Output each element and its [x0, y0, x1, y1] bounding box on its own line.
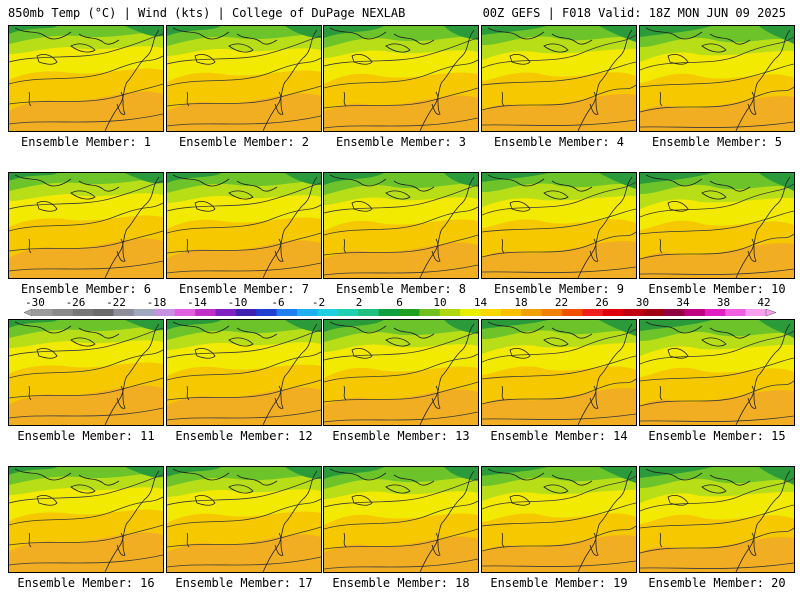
- ensemble-member-label: Ensemble Member: 13: [332, 429, 470, 443]
- colorbar-swatch: [541, 309, 563, 316]
- map-title: 850mb Temp (°C) | Wind (kts) | College o…: [8, 6, 406, 20]
- colorbar-swatch: [154, 309, 176, 316]
- ensemble-member-label: Ensemble Member: 20: [648, 576, 786, 590]
- ensemble-member-label: Ensemble Member: 12: [175, 429, 313, 443]
- colorbar-swatch: [297, 309, 318, 316]
- colorbar-swatch: [664, 309, 685, 316]
- temperature-colorbar: -30 -26 -22 -18 -14 -10 -6 -2 2 6 10 14 18 22 26 30 34 38…: [23, 296, 777, 317]
- ensemble-map-panel: [166, 25, 322, 132]
- ensemble-member-label: Ensemble Member: 17: [175, 576, 313, 590]
- colorbar-swatch: [113, 309, 135, 316]
- ensemble-map-panel: [8, 25, 164, 132]
- colorbar-swatch: [215, 309, 237, 316]
- ensemble-map-panel: [166, 466, 322, 573]
- colorbar-tick-label: -26: [66, 296, 86, 309]
- colorbar-tick-label: 26: [595, 296, 608, 309]
- ensemble-member-label: Ensemble Member: 16: [17, 576, 155, 590]
- colorbar-swatch: [337, 309, 359, 316]
- colorbar-swatch: [235, 309, 257, 316]
- colorbar-tick-label: -30: [25, 296, 45, 309]
- colorbar-swatch: [725, 309, 746, 316]
- colorbar-tick-label: 34: [676, 296, 690, 309]
- ensemble-member-label: Ensemble Member: 5: [651, 135, 783, 149]
- ensemble-map-panel: [8, 466, 164, 573]
- colorbar-swatch: [480, 309, 502, 316]
- colorbar-swatch: [460, 309, 481, 316]
- ensemble-map-panel: [323, 25, 479, 132]
- colorbar-swatch: [52, 309, 74, 316]
- colorbar-tick-label: 14: [474, 296, 488, 309]
- ensemble-map-panel: [639, 319, 795, 426]
- colorbar-swatch: [684, 309, 706, 316]
- ensemble-map-panel: [481, 466, 637, 573]
- colorbar-tick-label: 22: [555, 296, 568, 309]
- colorbar-swatch: [704, 309, 726, 316]
- colorbar-swatch: [358, 309, 379, 316]
- colorbar-swatch: [276, 309, 298, 316]
- colorbar-swatch: [93, 309, 114, 316]
- colorbar-tick-label: -2: [312, 296, 325, 309]
- colorbar-swatch: [256, 309, 277, 316]
- colorbar-swatch: [174, 309, 196, 316]
- ensemble-map-panel: [481, 25, 637, 132]
- ensemble-map-panel: [639, 25, 795, 132]
- ensemble-member-label: Ensemble Member: 8: [335, 282, 467, 296]
- colorbar-swatch: [195, 309, 216, 316]
- ensemble-member-label: Ensemble Member: 18: [332, 576, 470, 590]
- colorbar-tick-label: -18: [147, 296, 167, 309]
- ensemble-map-panel: [166, 172, 322, 279]
- ensemble-member-label: Ensemble Member: 9: [493, 282, 625, 296]
- ensemble-map-panel: [481, 319, 637, 426]
- ensemble-member-label: Ensemble Member: 11: [17, 429, 155, 443]
- colorbar-swatch: [133, 309, 155, 316]
- ensemble-map-panel: [8, 319, 164, 426]
- colorbar-tick-label: 38: [717, 296, 730, 309]
- colorbar-swatch: [317, 309, 339, 316]
- ensemble-map-panel: [323, 172, 479, 279]
- colorbar-tick-label: 42: [757, 296, 770, 309]
- colorbar-swatch: [378, 309, 400, 316]
- ensemble-member-label: Ensemble Member: 10: [648, 282, 786, 296]
- colorbar-swatch: [399, 309, 420, 316]
- colorbar-swatch: [32, 309, 53, 316]
- colorbar-tick-label: -6: [271, 296, 284, 309]
- ensemble-member-label: Ensemble Member: 6: [20, 282, 152, 296]
- ensemble-map-panel: [166, 319, 322, 426]
- colorbar-tick-label: 2: [356, 296, 363, 309]
- colorbar-swatch: [72, 309, 94, 316]
- colorbar-swatch: [439, 309, 461, 316]
- colorbar-tick-label: 30: [636, 296, 649, 309]
- colorbar-tick-label: -10: [228, 296, 248, 309]
- ensemble-member-label: Ensemble Member: 15: [648, 429, 786, 443]
- ensemble-map-panel: [8, 172, 164, 279]
- colorbar-swatch: [623, 309, 644, 316]
- ensemble-map-panel: [639, 172, 795, 279]
- colorbar-swatch: [419, 309, 441, 316]
- colorbar-tick-label: 10: [433, 296, 446, 309]
- colorbar-tick-label: 6: [396, 296, 403, 309]
- ensemble-map-panel: [323, 319, 479, 426]
- ensemble-member-label: Ensemble Member: 2: [178, 135, 310, 149]
- colorbar-swatch: [521, 309, 543, 316]
- ensemble-member-label: Ensemble Member: 3: [335, 135, 467, 149]
- colorbar-tick-label: 18: [514, 296, 527, 309]
- colorbar-swatch: [562, 309, 583, 316]
- colorbar-swatch: [582, 309, 604, 316]
- ensemble-member-label: Ensemble Member: 19: [490, 576, 628, 590]
- colorbar-swatch: [643, 309, 665, 316]
- ensemble-map-panel: [323, 466, 479, 573]
- ensemble-map-panel: [639, 466, 795, 573]
- colorbar-swatch: [602, 309, 624, 316]
- colorbar-swatch: [745, 309, 767, 316]
- ensemble-member-label: Ensemble Member: 7: [178, 282, 310, 296]
- colorbar-tick-label: -22: [106, 296, 126, 309]
- valid-time: 00Z GEFS | F018 Valid: 18Z MON JUN 09 20…: [482, 6, 786, 20]
- colorbar-tick-label: -14: [187, 296, 207, 309]
- colorbar-swatch: [500, 309, 522, 316]
- ensemble-member-label: Ensemble Member: 1: [20, 135, 152, 149]
- ensemble-member-label: Ensemble Member: 4: [493, 135, 625, 149]
- ensemble-map-panel: [481, 172, 637, 279]
- ensemble-member-label: Ensemble Member: 14: [490, 429, 628, 443]
